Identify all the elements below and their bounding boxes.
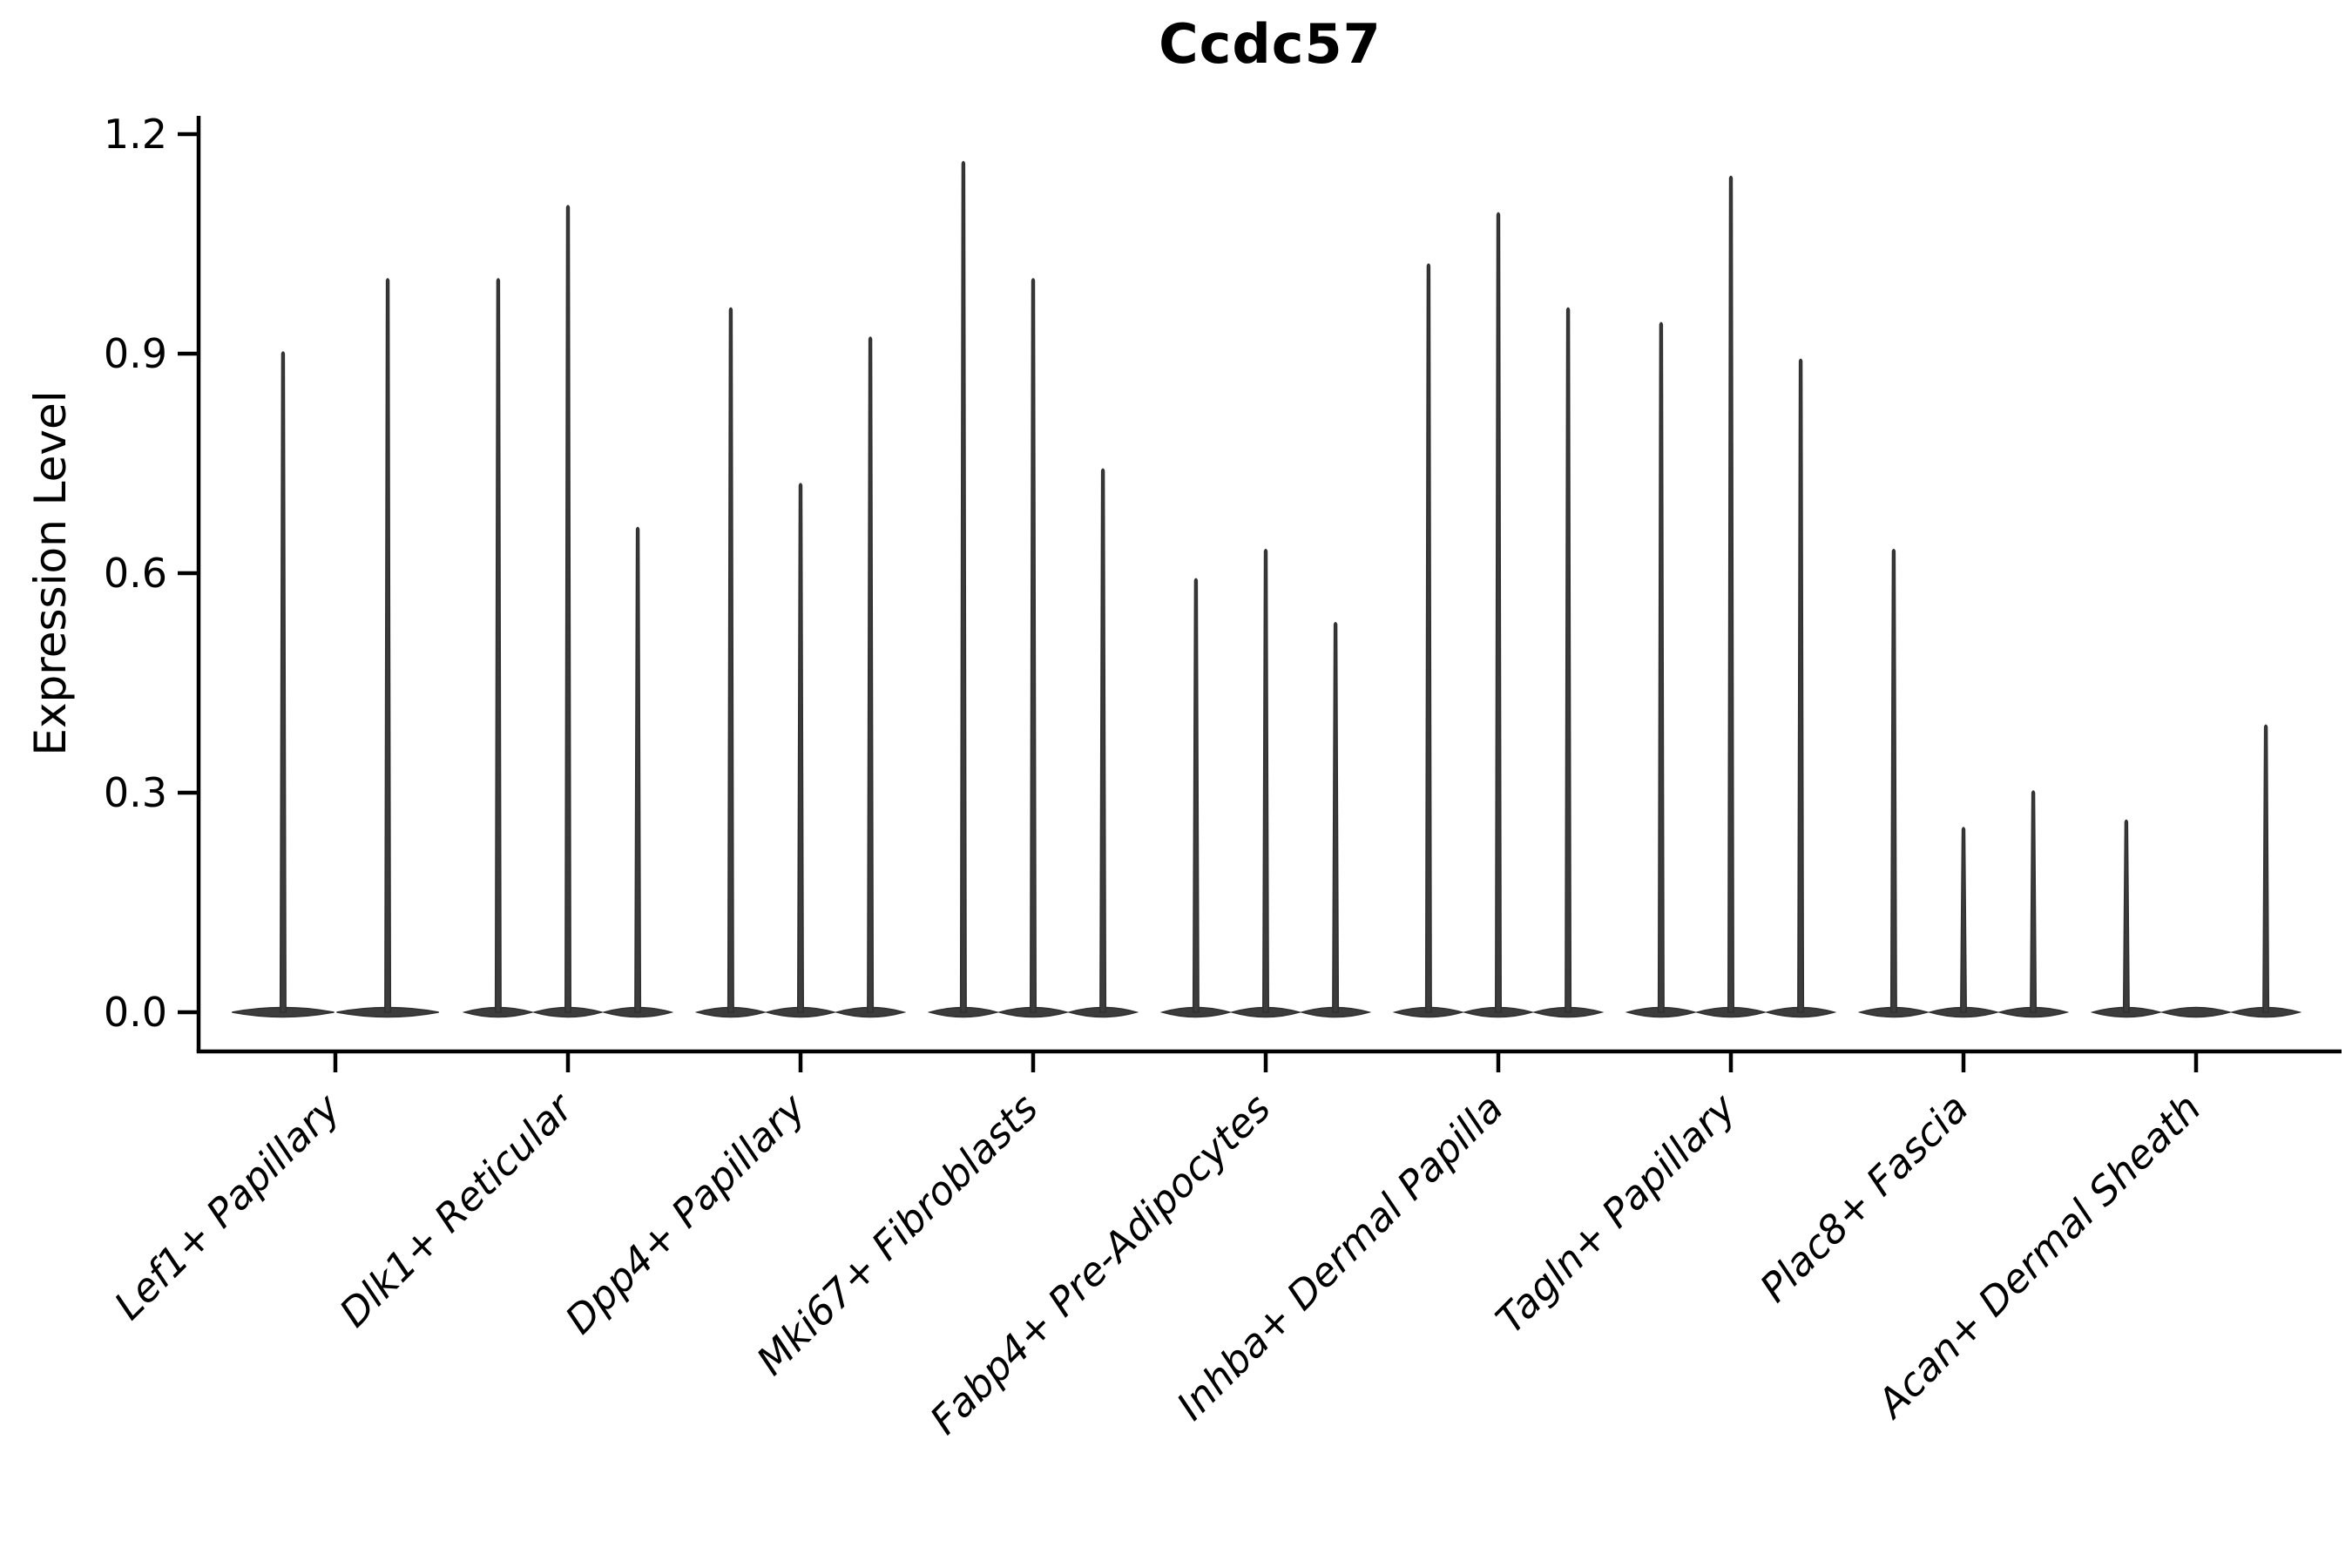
chart-title: Ccdc57 (1159, 12, 1382, 76)
violin-spike (279, 351, 287, 1013)
y-tick-label: 0.0 (104, 989, 167, 1036)
violin-spike (1657, 321, 1665, 1013)
violin-spike (494, 278, 502, 1013)
violin-spike (2122, 819, 2130, 1013)
x-tick-label: Plac8+ Fascia (1751, 1085, 1977, 1311)
violin-spike (1424, 263, 1432, 1013)
violin-spike (1261, 549, 1270, 1013)
violin-spike (1029, 278, 1037, 1013)
violin-spike (634, 526, 642, 1013)
violin-spike (1959, 827, 1968, 1013)
y-tick-label: 0.6 (104, 550, 167, 597)
violin-spike (796, 483, 805, 1013)
violin-spike (2030, 790, 2038, 1013)
violin-spike (1332, 622, 1340, 1013)
x-tick-label: Dlk1+ Reticular (330, 1084, 583, 1336)
violin-spike (1889, 549, 1897, 1013)
violin-spike (2262, 724, 2270, 1013)
violin-spike (1099, 468, 1107, 1013)
violin-spike (727, 307, 734, 1013)
violin-spike (1727, 175, 1735, 1013)
violin-spike (1797, 358, 1805, 1013)
violin-spike (959, 160, 967, 1013)
violin-spike (564, 205, 572, 1013)
x-tick-label: Dpp4+ Papillary (557, 1084, 815, 1342)
y-tick-label: 0.3 (104, 769, 167, 816)
violin-spike (384, 278, 392, 1013)
violin-base (2159, 1006, 2233, 1018)
violin-spike (1192, 578, 1200, 1013)
violin-spike (1565, 307, 1572, 1013)
x-tick-label: Lef1+ Papillary (105, 1084, 350, 1328)
y-tick-label: 1.2 (104, 111, 167, 158)
violin-spike (1494, 212, 1503, 1013)
violin-spike (867, 336, 875, 1013)
x-tick-label: Tagln+ Papillary (1487, 1084, 1746, 1342)
y-axis-label: Expression Level (25, 390, 76, 756)
y-tick-label: 0.9 (104, 330, 167, 377)
